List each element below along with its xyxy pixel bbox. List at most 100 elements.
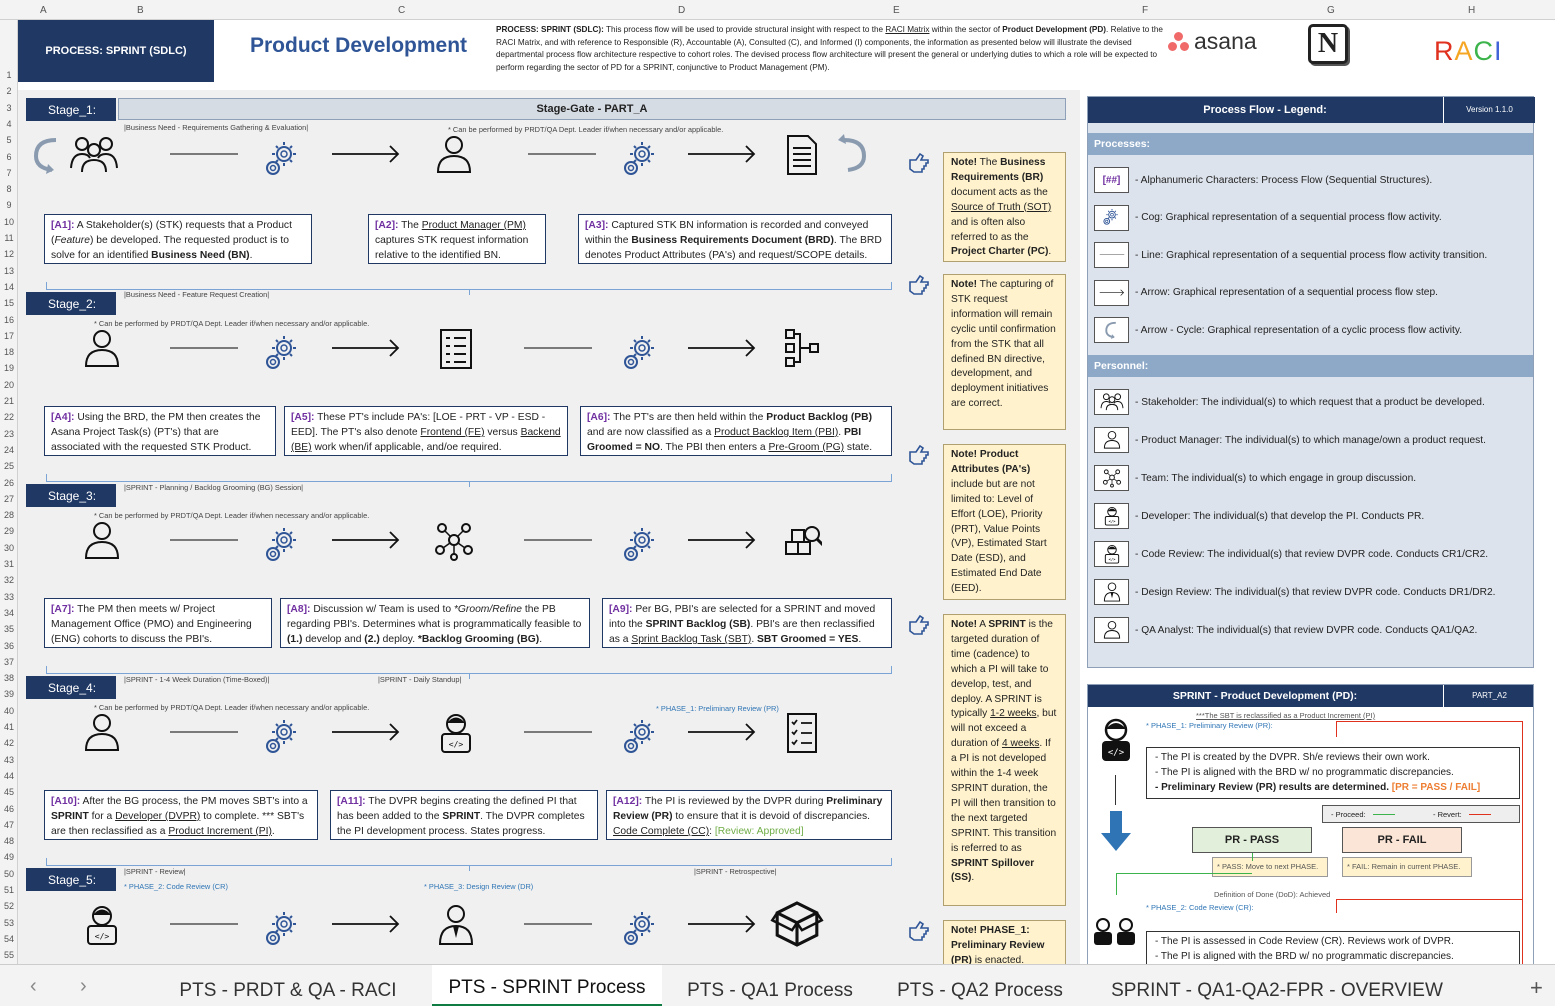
row-number[interactable]: 9: [6, 200, 12, 211]
sprint-panel-header: SPRINT - Product Development (PD): PART_…: [1088, 685, 1533, 707]
col-g[interactable]: G: [1327, 5, 1335, 16]
row-number[interactable]: 43: [3, 754, 14, 765]
row-number[interactable]: 19: [3, 363, 14, 374]
col-a[interactable]: A: [40, 5, 47, 16]
raci-letter: R: [1434, 36, 1455, 66]
row-number[interactable]: 8: [6, 184, 12, 195]
tab-sprint-process[interactable]: PTS - SPRINT Process: [432, 965, 662, 1006]
row-number[interactable]: 44: [3, 770, 14, 781]
row-number[interactable]: 36: [3, 640, 14, 651]
row-number[interactable]: 15: [3, 298, 14, 309]
step-a6-box: [A6]: The PT's are then held within the …: [580, 406, 892, 456]
tab-sprint-overview[interactable]: SPRINT - QA1-QA2-FPR - OVERVIEW: [1111, 980, 1443, 1001]
row-number[interactable]: 17: [3, 330, 14, 341]
row-number[interactable]: 22: [3, 412, 14, 423]
row-number[interactable]: 54: [3, 933, 14, 944]
row-number[interactable]: 53: [3, 917, 14, 928]
deliverable-box-icon: [770, 901, 824, 947]
row-number[interactable]: 32: [3, 575, 14, 586]
row-number[interactable]: 28: [3, 510, 14, 521]
row-header-bar: 1 2 3 4 5 6 7 8 9 10 11 12 13 14 15 16 17 18 19 20 21 22 23 24 2…: [0, 20, 18, 977]
legend-text: - Code Review: The individual(s) that re…: [1135, 548, 1489, 560]
col-c[interactable]: C: [398, 5, 406, 16]
cr-description-box: - The PI is assessed in Code Review (CR)…: [1146, 931, 1520, 964]
col-f[interactable]: F: [1142, 5, 1149, 16]
row-number[interactable]: 48: [3, 836, 14, 847]
row-number[interactable]: 7: [6, 167, 12, 178]
tab-scroll-next[interactable]: ›: [80, 975, 87, 997]
step-a4-box: [A4]: Using the BRD, the PM then creates…: [44, 406, 276, 456]
line-icon: [524, 539, 592, 541]
svg-text:</>: </>: [449, 740, 464, 749]
sprint-backlog-icon: [785, 526, 822, 555]
row-number[interactable]: 50: [3, 868, 14, 879]
row-number[interactable]: 42: [3, 738, 14, 749]
row-number[interactable]: 2: [6, 86, 12, 97]
row-number[interactable]: 37: [3, 656, 14, 667]
row-number[interactable]: 23: [3, 428, 14, 439]
legend-icon-box: </>: [1094, 541, 1129, 567]
row-number[interactable]: 46: [3, 803, 14, 814]
row-number[interactable]: 41: [3, 722, 14, 732]
row-number[interactable]: 49: [3, 852, 14, 863]
row-number[interactable]: 12: [3, 249, 14, 260]
raci-letter: C: [1473, 36, 1495, 66]
row-number[interactable]: 35: [3, 624, 14, 635]
legend-row: - Arrow - Cycle: Graphical representatio…: [1094, 317, 1462, 343]
row-number[interactable]: 45: [3, 787, 14, 798]
developer-icon: </>: [1102, 718, 1130, 761]
process-flow-legend: Process Flow - Legend: Version 1.1.0 Pro…: [1087, 96, 1535, 668]
team-icon: [1102, 469, 1121, 488]
row-number[interactable]: 1: [6, 70, 12, 80]
row-number[interactable]: 3: [6, 102, 12, 113]
col-d[interactable]: D: [678, 5, 686, 16]
col-e[interactable]: E: [893, 5, 900, 16]
row-number[interactable]: 21: [3, 396, 14, 406]
row-number[interactable]: 13: [3, 265, 14, 276]
row-number[interactable]: 16: [3, 314, 14, 325]
tab-qa2-process[interactable]: PTS - QA2 Process: [897, 980, 1063, 1001]
row-number[interactable]: 52: [3, 901, 14, 912]
legend-icon-box: [1094, 242, 1129, 268]
sheet-grid[interactable]: PROCESS: SPRINT (SDLC) Product Developme…: [18, 20, 1555, 964]
tab-qa1-process[interactable]: PTS - QA1 Process: [687, 980, 853, 1001]
row-number[interactable]: 34: [3, 607, 14, 618]
row-number[interactable]: 55: [3, 950, 14, 961]
row-number[interactable]: 27: [3, 493, 14, 504]
row-number[interactable]: 38: [3, 673, 14, 684]
row-number[interactable]: 6: [6, 151, 12, 162]
legend-processes-heading: Processes:: [1088, 133, 1533, 155]
sprint-phase1-label: * PHASE_1: Preliminary Review (PR):: [1146, 721, 1273, 730]
row-number[interactable]: 30: [3, 542, 14, 553]
row-number[interactable]: 25: [3, 461, 14, 472]
row-number[interactable]: 26: [3, 477, 14, 488]
row-number[interactable]: 31: [3, 559, 14, 569]
line-icon: [170, 347, 238, 349]
row-number[interactable]: 39: [3, 689, 14, 700]
sprint-reclass-note: ***The SBT is reclassified as a Product …: [1196, 711, 1376, 720]
row-number[interactable]: 4: [6, 118, 12, 129]
col-h[interactable]: H: [1468, 5, 1476, 16]
legend-version: Version 1.1.0: [1443, 97, 1535, 123]
row-number[interactable]: 51: [3, 885, 14, 895]
stage-3-label: Stage_3:: [26, 484, 116, 507]
tab-prdt-qa-raci[interactable]: PTS - PRDT & QA - RACI: [179, 980, 397, 1001]
row-number[interactable]: 24: [3, 444, 14, 455]
legend-text: - Stakeholder: The individual(s) to whic…: [1135, 396, 1485, 408]
row-number[interactable]: 14: [3, 281, 14, 292]
row-number[interactable]: 5: [6, 135, 12, 146]
row-number[interactable]: 18: [3, 347, 14, 358]
row-number[interactable]: 10: [3, 216, 14, 227]
row-number[interactable]: 33: [3, 591, 14, 602]
col-b[interactable]: B: [137, 5, 144, 16]
row-number[interactable]: 40: [3, 705, 14, 716]
row-number[interactable]: 47: [3, 819, 14, 830]
row-number[interactable]: 11: [4, 233, 14, 243]
row-number[interactable]: 20: [3, 379, 14, 390]
add-sheet-button[interactable]: +: [1530, 975, 1543, 1000]
tab-scroll-prev[interactable]: ‹: [30, 975, 37, 997]
row-number[interactable]: 29: [3, 526, 14, 537]
raci-logo: RACI: [1434, 36, 1503, 67]
arrow-icon: [332, 145, 400, 163]
